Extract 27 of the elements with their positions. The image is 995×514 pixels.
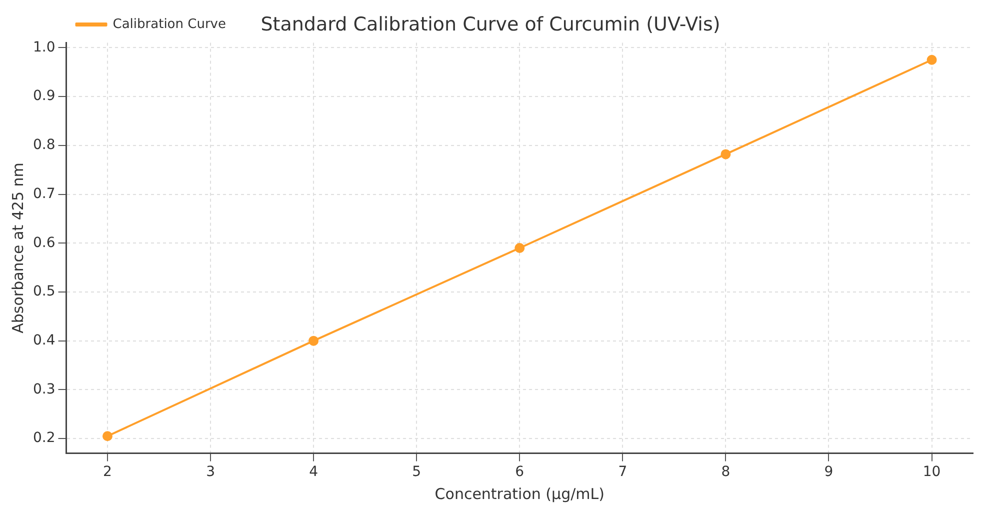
x-tick-label: 9	[824, 464, 834, 480]
x-tick-label: 8	[721, 464, 730, 480]
y-tick-label: 0.8	[33, 137, 56, 154]
point	[102, 431, 112, 442]
x-tick-label: 6	[515, 464, 524, 480]
x-tick-label: 4	[309, 464, 318, 480]
y-tick-label: 0.5	[33, 284, 56, 300]
x-tick-label: 2	[103, 464, 112, 480]
legend-label: Calibration Curve	[112, 16, 226, 32]
x-tick-label: 5	[412, 464, 422, 480]
x-tick-label: 3	[206, 464, 215, 480]
y-tick-label: 0.2	[33, 430, 56, 446]
y-axis-title: Absorbance at 425 nm	[8, 162, 27, 334]
y-tick-label: 0.9	[33, 88, 56, 104]
y-tick-label: 0.3	[33, 381, 56, 398]
y-tick-label: 0.4	[33, 332, 56, 348]
chart-title: Standard Calibration Curve of Curcumin (UV-Vis)	[260, 13, 720, 36]
y-tick-label: 0.6	[33, 234, 56, 251]
point	[308, 336, 319, 346]
y-tick-label: 0.7	[33, 186, 56, 202]
point	[720, 149, 731, 160]
x-tick-label: 7	[618, 464, 628, 480]
x-tick-label: 10	[922, 464, 941, 480]
y-tick-label: 1.0	[33, 39, 56, 56]
x-axis-title: Concentration (µg/mL)	[434, 484, 604, 503]
point	[926, 54, 937, 65]
point	[514, 243, 525, 253]
